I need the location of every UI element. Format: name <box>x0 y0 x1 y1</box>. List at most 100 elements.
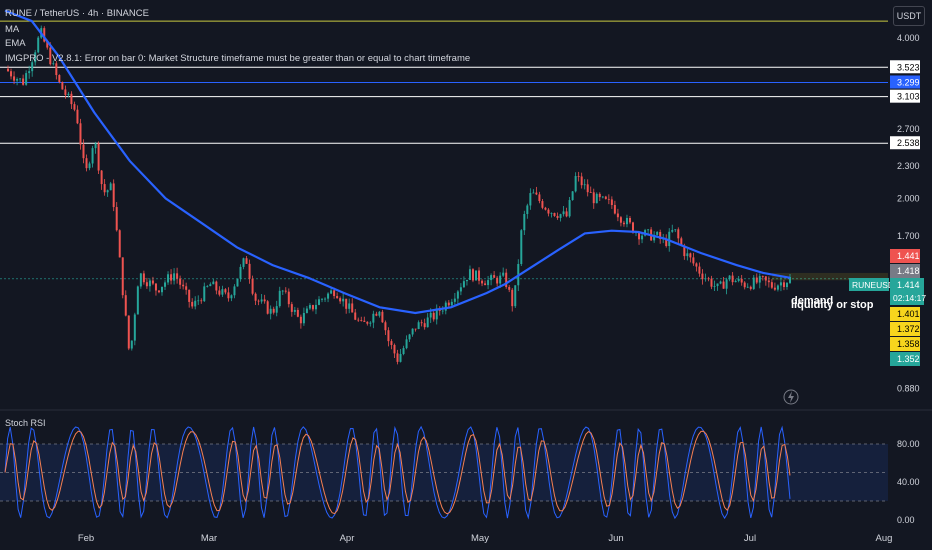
candle-body <box>233 286 236 296</box>
candle-body <box>740 278 743 283</box>
candle-body <box>88 163 91 169</box>
candle-body <box>209 284 212 287</box>
candle-body <box>133 314 136 341</box>
candle-body <box>378 311 381 316</box>
candle-body <box>544 207 547 210</box>
stoch-rsi-k-line <box>4 425 791 520</box>
candle-body <box>616 213 619 218</box>
price-axis[interactable]: 4.0003.5002.7002.3002.0001.7000.8803.523… <box>890 33 920 394</box>
ma-indicator-label[interactable]: MA <box>5 24 20 35</box>
candle-body <box>598 193 601 198</box>
price-tag <box>890 249 920 263</box>
candle-body <box>782 282 785 288</box>
candle-body <box>212 281 215 285</box>
level-price-tag <box>890 136 920 150</box>
candle-body <box>284 290 287 292</box>
candle-body <box>487 280 490 286</box>
level-price-tag-label: 3.299 <box>897 77 920 87</box>
candle-body <box>272 308 275 313</box>
candle-body <box>185 286 188 290</box>
level-price-tag-label: 3.103 <box>897 92 920 102</box>
candle-body <box>302 312 305 324</box>
candle-body <box>755 277 758 283</box>
price-tick-label: 0.880 <box>897 384 920 394</box>
candle-body <box>701 273 704 280</box>
candle-body <box>161 286 163 293</box>
candle-body <box>396 353 399 362</box>
candle-body <box>76 109 79 124</box>
candle-body <box>191 301 194 307</box>
candle-body <box>583 184 586 186</box>
candle-body <box>656 232 659 235</box>
candle-body <box>200 300 203 302</box>
candle-body <box>698 266 701 274</box>
level-price-tag-label: 2.538 <box>897 138 920 148</box>
candle-body <box>254 293 257 301</box>
price-tag <box>890 307 920 321</box>
candle-body <box>55 63 58 76</box>
candle-body <box>478 270 481 281</box>
candle-body <box>94 143 97 149</box>
candle-body <box>130 340 133 349</box>
candle-body <box>100 170 103 185</box>
candle-body <box>25 73 28 85</box>
price-tag-label: 1.358 <box>897 339 920 349</box>
candle-body <box>405 339 408 349</box>
time-axis[interactable]: Feb Mar Apr May Jun Jul Aug <box>78 533 893 544</box>
candle-body <box>266 301 269 314</box>
candle-body <box>314 304 317 310</box>
candle-body <box>586 184 589 193</box>
lightning-icon[interactable] <box>783 389 799 405</box>
candle-body <box>671 230 674 232</box>
candle-body <box>305 308 308 313</box>
price-tick-label: 4.000 <box>897 33 920 43</box>
price-tick-label: 2.700 <box>897 124 920 134</box>
candle-body <box>345 298 348 309</box>
candle-body <box>327 293 330 299</box>
candle-body <box>372 313 375 323</box>
candle-body <box>674 229 677 231</box>
candle-body <box>336 296 339 299</box>
last-price-tag <box>890 278 924 305</box>
candle-body <box>538 194 541 202</box>
candle-body <box>435 308 438 320</box>
candle-body <box>743 282 746 288</box>
candle-body <box>453 298 456 302</box>
candle-body <box>103 184 106 193</box>
level-price-tag-label: 3.523 <box>897 62 920 72</box>
candle-body <box>275 306 278 313</box>
candle-body <box>375 313 378 316</box>
candle-body <box>613 205 616 214</box>
candle-body <box>360 320 363 321</box>
candle-body <box>450 301 453 306</box>
candle-body <box>770 282 773 288</box>
candle-body <box>7 68 10 72</box>
candle-body <box>342 298 345 302</box>
candle-body <box>686 253 689 257</box>
candle-body <box>19 78 22 80</box>
candle-body <box>725 279 728 289</box>
demand-annotation: demand <box>791 295 834 307</box>
candle-body <box>318 299 320 305</box>
candle-body <box>499 275 502 284</box>
price-tag-label: 1.418 <box>897 266 920 276</box>
candle-body <box>550 212 553 214</box>
price-tag-label: 1.441 <box>897 251 920 261</box>
candle-body <box>79 123 82 145</box>
stoch-rsi-panel: 80.00 40.00 0.00 <box>0 425 920 525</box>
candle-body <box>257 300 260 302</box>
candle-body <box>278 290 281 307</box>
candle-body <box>82 144 85 159</box>
candle-body <box>281 290 284 292</box>
time-tick-label: Jul <box>744 533 756 544</box>
currency-button[interactable]: USDT <box>893 6 925 26</box>
ema-indicator-label[interactable]: EMA <box>5 38 26 49</box>
candle-body <box>221 289 224 295</box>
candle-body <box>484 283 487 286</box>
candle-body <box>357 319 360 321</box>
candle-body <box>556 215 559 218</box>
candle-body <box>290 304 293 312</box>
candle-body <box>481 280 484 284</box>
candle-body <box>526 205 529 215</box>
